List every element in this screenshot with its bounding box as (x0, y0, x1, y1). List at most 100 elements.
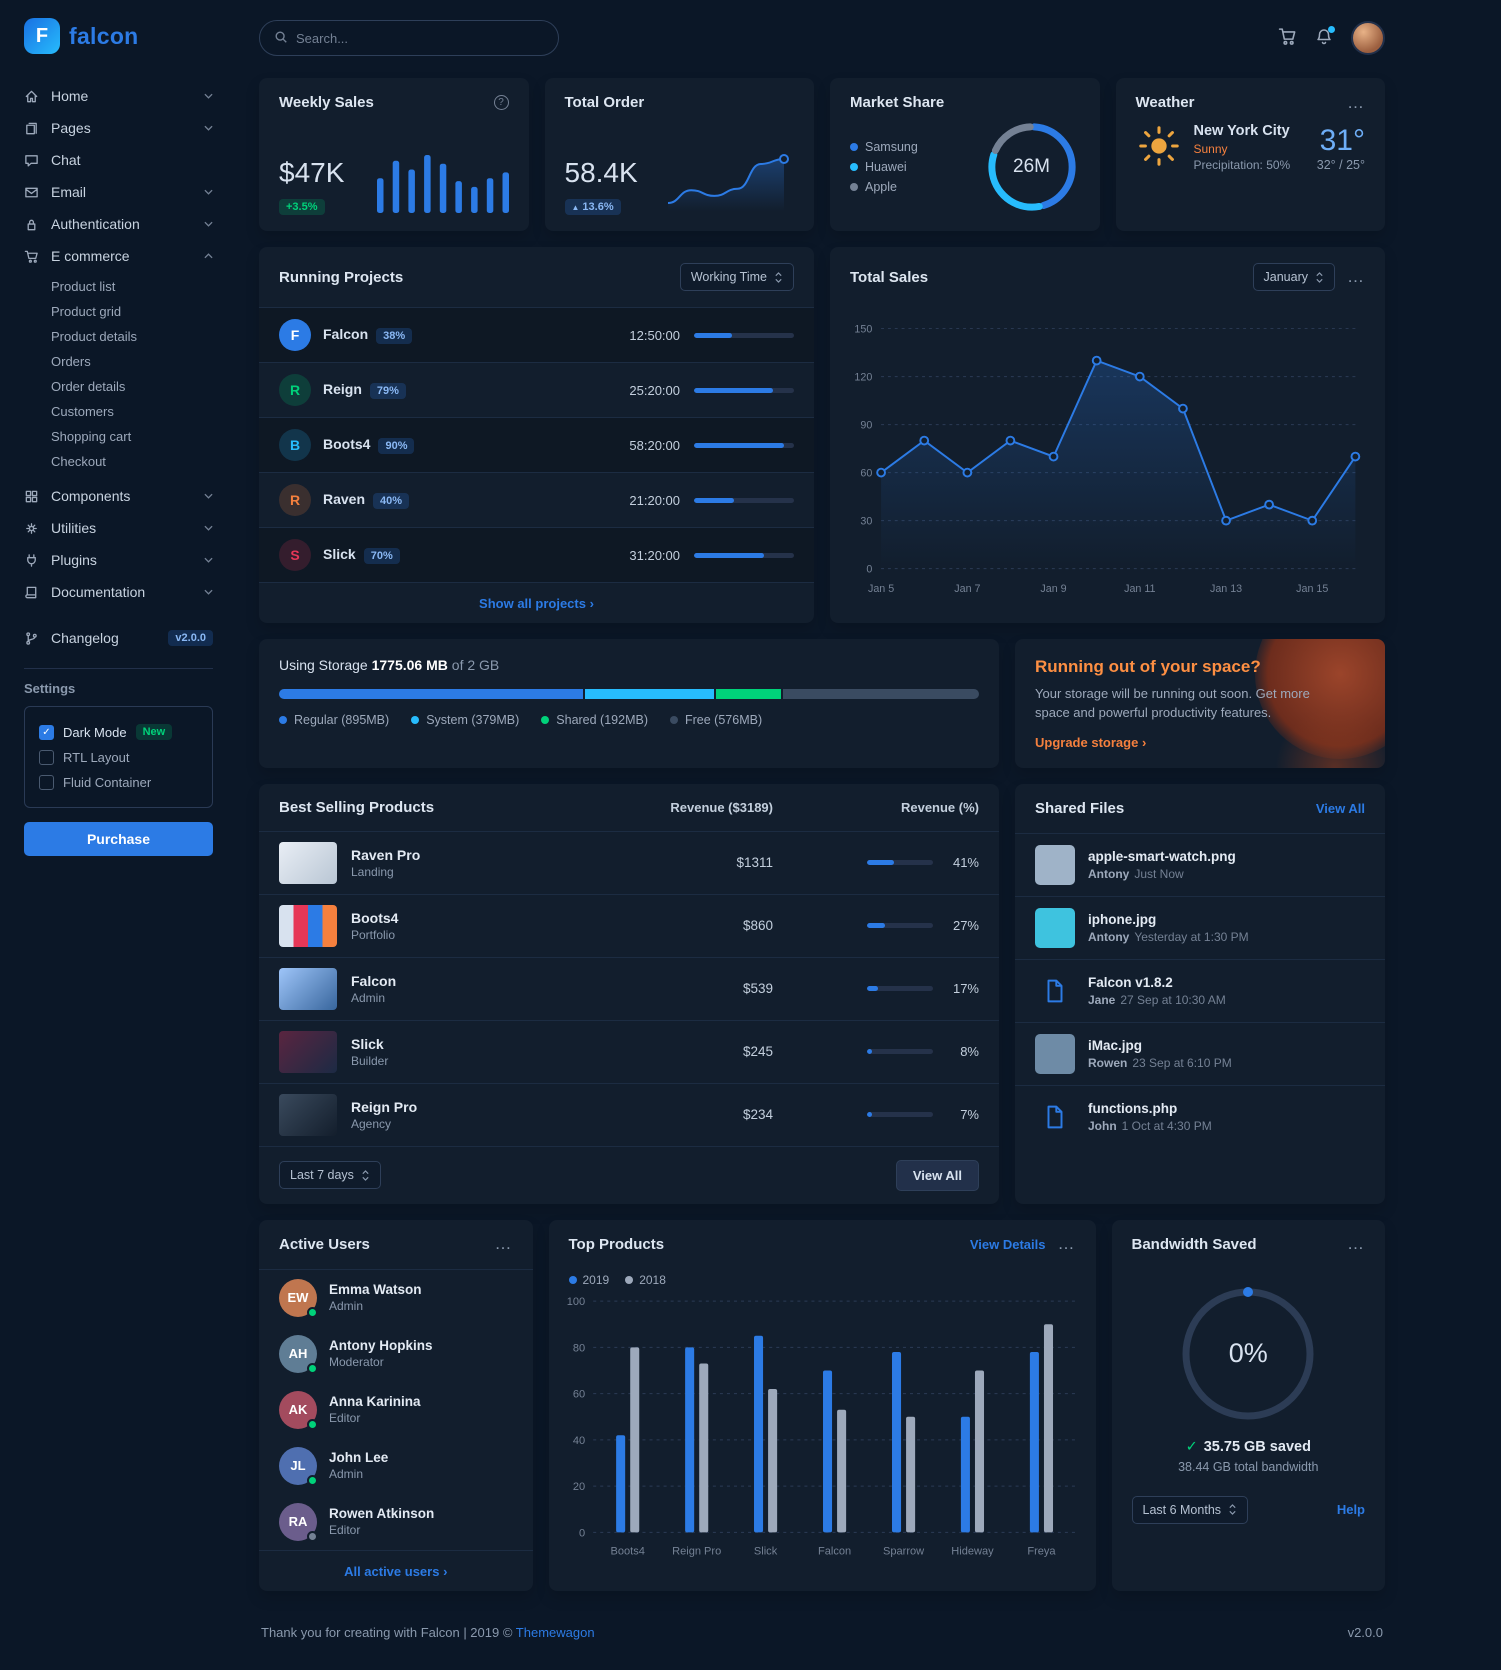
card-menu-button[interactable]: … (1347, 1234, 1365, 1254)
sidebar-item-documentation[interactable]: Documentation (24, 576, 213, 608)
user-name[interactable]: Emma Watson (329, 1282, 422, 1298)
product-name[interactable]: Raven Pro (351, 846, 421, 863)
search-box[interactable] (259, 20, 559, 56)
dark-mode-toggle[interactable]: ✓ Dark Mode New (39, 719, 198, 745)
sidebar-item-home[interactable]: Home (24, 80, 213, 112)
view-all-link[interactable]: View All (1315, 800, 1365, 816)
sidebar-item-chat[interactable]: Chat (24, 144, 213, 176)
project-name[interactable]: Slick (323, 546, 356, 562)
status-badge (307, 1474, 318, 1486)
legend-dot (568, 1275, 577, 1284)
legend-dot (670, 716, 678, 724)
svg-text:100: 100 (566, 1296, 584, 1308)
svg-text:80: 80 (572, 1342, 584, 1354)
sidebar-item-authentication[interactable]: Authentication (24, 208, 213, 240)
sort-arrows-icon (775, 271, 782, 283)
file-name[interactable]: apple-smart-watch.png (1088, 848, 1236, 864)
total-order-card: Total Order 58.4K ▲ 13.6% (544, 78, 814, 231)
file-name[interactable]: functions.php (1088, 1100, 1178, 1116)
sidebar-item-order-details[interactable]: Order details (51, 379, 126, 394)
sidebar-item-ecommerce[interactable]: E commerce (24, 240, 213, 272)
sidebar-item-email[interactable]: Email (24, 176, 213, 208)
select-value: Last 7 days (290, 1168, 354, 1183)
period-select[interactable]: Last 7 days (279, 1161, 381, 1190)
product-name[interactable]: Slick (351, 1035, 384, 1052)
select-value: January (1263, 270, 1308, 284)
file-name[interactable]: iMac.jpg (1088, 1037, 1143, 1053)
checkbox-checked-icon[interactable]: ✓ (39, 724, 54, 740)
user-name[interactable]: Antony Hopkins (329, 1338, 433, 1354)
best-selling-card: Best Selling Products Revenue ($3189) Re… (259, 783, 999, 1204)
sidebar-item-utilities[interactable]: Utilities (24, 512, 213, 544)
legend-dot (625, 1275, 634, 1284)
themewagon-link[interactable]: Themewagon (515, 1624, 595, 1640)
sidebar-item-plugins[interactable]: Plugins (24, 544, 213, 576)
user-name[interactable]: Rowen Atkinson (329, 1506, 435, 1522)
product-thumbnail (279, 1093, 337, 1136)
view-details-link[interactable]: View Details (969, 1236, 1046, 1252)
show-all-projects-link[interactable]: Show all projects › (479, 596, 594, 611)
all-active-users-link[interactable]: All active users › (344, 1563, 448, 1579)
sidebar-item-orders[interactable]: Orders (51, 354, 91, 369)
user-name[interactable]: Anna Karinina (329, 1394, 421, 1410)
file-name[interactable]: Falcon v1.8.2 (1088, 974, 1173, 990)
product-name[interactable]: Falcon (351, 972, 397, 989)
fluid-container-toggle[interactable]: Fluid Container (39, 770, 198, 795)
sidebar-item-product-details[interactable]: Product details (51, 329, 137, 344)
project-avatar: B (279, 429, 311, 461)
card-menu-button[interactable]: … (1057, 1234, 1076, 1254)
column-header-revenue: Revenue ($3189) (670, 799, 773, 815)
sidebar-item-customers[interactable]: Customers (51, 404, 114, 419)
search-input[interactable] (296, 30, 544, 46)
months-select[interactable]: Last 6 Months (1131, 1495, 1249, 1524)
legend-label: Shared (192MB) (556, 713, 648, 727)
month-select[interactable]: January (1252, 263, 1335, 291)
list-item: functions.php John 1 Oct at 4:30 PM (1015, 1086, 1385, 1148)
market-share-total: 26M (1013, 156, 1050, 177)
rtl-layout-toggle[interactable]: RTL Layout (39, 745, 198, 770)
project-name[interactable]: Falcon (323, 326, 369, 342)
legend-label: Regular (895MB) (294, 713, 390, 727)
project-name[interactable]: Reign (323, 381, 362, 397)
user-name[interactable]: John Lee (329, 1450, 389, 1466)
checkbox-icon[interactable] (39, 750, 54, 765)
upgrade-storage-link[interactable]: Upgrade storage › (1035, 734, 1147, 750)
card-menu-button[interactable]: … (1347, 92, 1365, 112)
view-all-button[interactable]: View All (895, 1159, 979, 1191)
svg-text:0: 0 (578, 1527, 584, 1539)
card-menu-button[interactable]: … (494, 1234, 513, 1254)
falcon-logo[interactable]: F falcon (24, 18, 213, 54)
sidebar-item-shopping-cart[interactable]: Shopping cart (51, 429, 132, 444)
project-name[interactable]: Boots4 (323, 436, 371, 452)
user-avatar[interactable] (1351, 21, 1385, 55)
sidebar-item-product-list[interactable]: Product list (51, 279, 116, 294)
help-link[interactable]: Help (1336, 1502, 1365, 1518)
product-name[interactable]: Boots4 (351, 909, 399, 926)
cart-button[interactable] (1278, 27, 1297, 49)
sort-arrows-icon (1229, 1504, 1236, 1516)
notifications-button[interactable] (1315, 25, 1335, 49)
project-avatar: F (279, 319, 311, 351)
svg-text:Jan 5: Jan 5 (868, 583, 894, 595)
sidebar-item-changelog[interactable]: Changelog v2.0.0 (24, 622, 213, 654)
help-icon[interactable]: ? (493, 95, 509, 110)
svg-text:Slick: Slick (753, 1545, 777, 1557)
svg-text:20: 20 (572, 1481, 584, 1493)
project-time: 21:20:00 (629, 492, 680, 508)
purchase-button[interactable]: Purchase (24, 822, 213, 856)
weekly-sales-badge: +3.5% (279, 199, 325, 215)
sidebar-item-pages[interactable]: Pages (24, 112, 213, 144)
project-avatar: R (279, 484, 311, 516)
top-products-chart-wrap: 0 20 40 60 80 100 Boots4 Reign Pro Slick Falcon Sp… (549, 1287, 1096, 1571)
product-revenue-pct: 27% (952, 918, 979, 934)
sidebar-item-checkout[interactable]: Checkout (51, 454, 106, 469)
file-name[interactable]: iphone.jpg (1088, 911, 1157, 927)
project-name[interactable]: Raven (323, 491, 366, 507)
sidebar-item-components[interactable]: Components (24, 480, 213, 512)
working-time-select[interactable]: Working Time (679, 263, 794, 291)
product-name[interactable]: Reign Pro (351, 1098, 418, 1115)
checkbox-icon[interactable] (39, 775, 54, 790)
card-menu-button[interactable]: … (1347, 267, 1365, 286)
project-row: R Raven 40% 21:20:00 (259, 472, 814, 527)
sidebar-item-product-grid[interactable]: Product grid (51, 304, 122, 319)
